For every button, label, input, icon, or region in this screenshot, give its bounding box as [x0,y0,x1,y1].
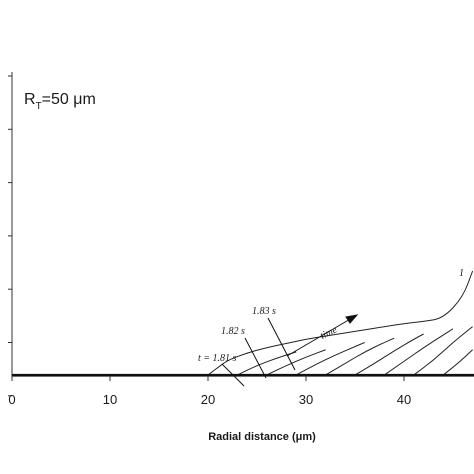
arrowhead-time [345,314,359,324]
series-layer [207,270,474,376]
arrow-t181 [221,363,245,387]
label-t182: 1.82 s [221,326,245,337]
series-line-7 [413,326,473,376]
arrow-time [286,317,353,357]
x-tick-labels: 0 10 20 30 40 [8,392,411,407]
label-clipped: 1 [459,268,464,279]
x-tick-marks [11,376,405,381]
label-t183: 1.83 s [252,306,276,317]
x-tick-label-0: 0 [8,392,15,407]
y-tick-marks [8,75,12,397]
label-t181: t = 1.81 s [198,353,237,364]
arrow-t183 [267,317,296,371]
series-line-5 [354,333,424,376]
series-line-2 [266,349,326,376]
x-axis-label: Radial distance (μm) [208,431,316,443]
series-line-4 [325,337,395,376]
series-line-6 [384,328,454,376]
annotation-arrows [221,314,359,387]
x-tick-label-20: 20 [201,392,215,407]
series-line-8 [442,349,473,376]
series-line-0 [207,270,474,376]
series-line-1 [237,351,297,376]
x-tick-label-10: 10 [103,392,117,407]
series-line-3 [295,341,365,376]
arrow-t182 [244,337,267,379]
chart-title: RT=50 μm [24,91,96,112]
x-tick-label-30: 30 [299,392,313,407]
x-tick-label-40: 40 [397,392,411,407]
